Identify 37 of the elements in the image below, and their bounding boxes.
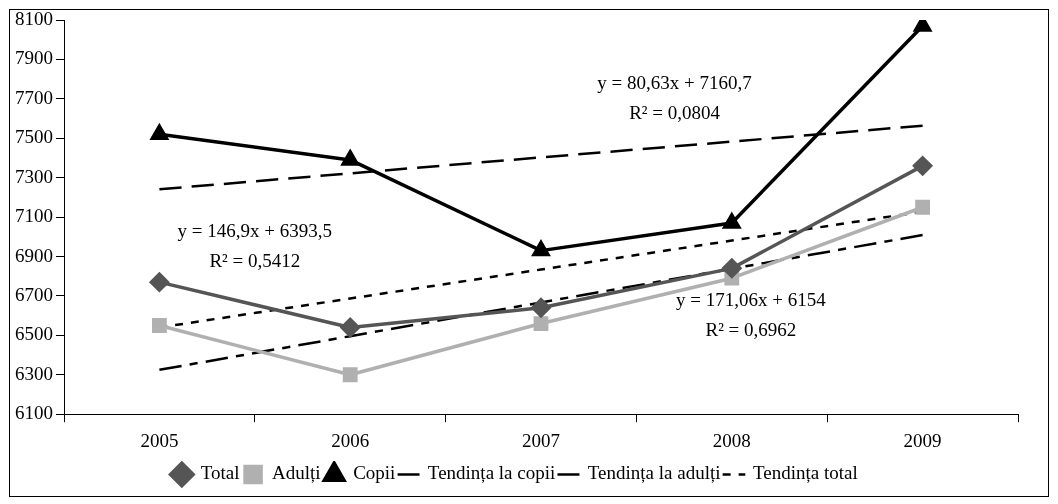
point (912, 156, 933, 176)
legend-label: Total (200, 462, 240, 484)
point (915, 199, 931, 215)
legend-label: Tendința la adulți (587, 462, 721, 484)
annotation: y = 80,63x + 7160,7 R² = 0,0804 (597, 71, 752, 123)
legend-label: Tendința total (752, 462, 858, 484)
y-tick-label: 6100 (15, 402, 53, 424)
y-tick-label: 8100 (15, 7, 53, 29)
legend-label: Tendința la copii (427, 462, 556, 484)
y-tick-label: 6500 (15, 323, 53, 345)
y-tick-label: 7100 (15, 205, 53, 227)
point (531, 298, 551, 318)
y-tick-label: 7300 (15, 165, 53, 187)
point (532, 240, 550, 257)
y-tick-label: 6900 (15, 244, 53, 266)
x-tick-label: 2006 (331, 429, 370, 451)
x-tick-label: 2008 (712, 429, 751, 451)
annotation: y = 146,9x + 6393,5 R² = 0,5412 (177, 219, 333, 271)
y-tick-label: 6700 (15, 283, 53, 305)
point (151, 318, 167, 333)
y-tick-label: 6300 (15, 362, 53, 384)
point (340, 317, 360, 338)
x-tick-label: 2005 (140, 429, 179, 451)
x-tick-label: 2009 (903, 429, 942, 451)
x-tick-label: 2007 (522, 429, 560, 451)
point (723, 213, 741, 229)
point (149, 272, 170, 292)
legend-label: Adulți (272, 462, 321, 484)
point (341, 150, 359, 166)
point (722, 258, 742, 279)
point (342, 367, 358, 383)
y-tick-label: 7900 (15, 47, 53, 69)
y-tick-label: 7500 (15, 126, 53, 148)
y-tick-label: 7700 (15, 86, 53, 108)
point (533, 316, 549, 331)
legend-label: Copii (353, 462, 396, 484)
annotation: y = 171,06x + 6154 R² = 0,6962 (676, 288, 827, 340)
